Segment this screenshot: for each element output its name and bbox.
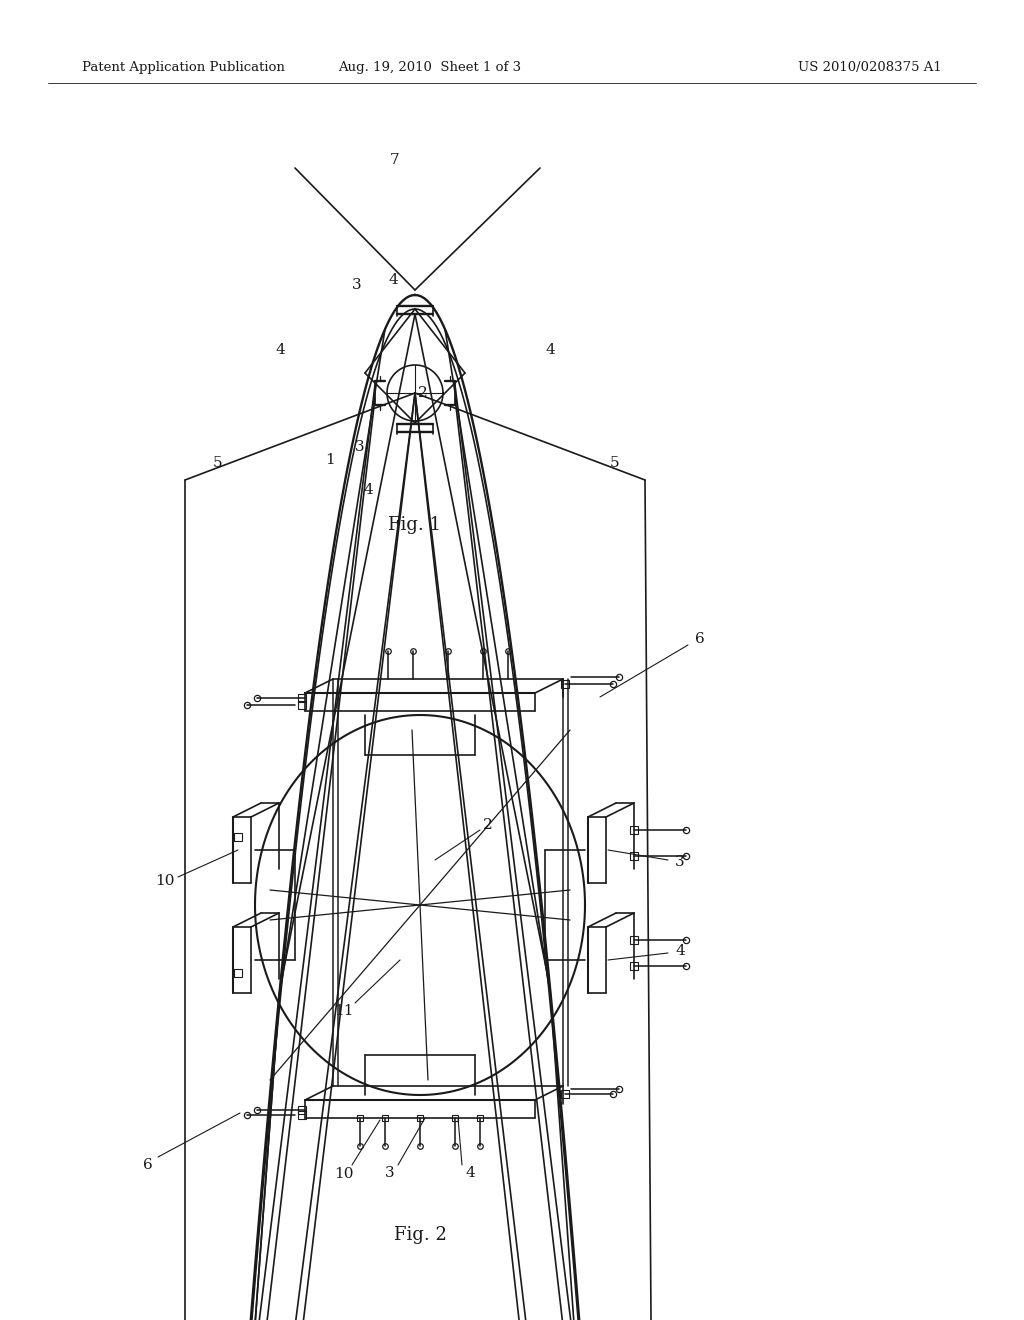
Text: 3: 3 [385, 1166, 395, 1180]
Bar [630, 962, 638, 970]
Text: 10: 10 [334, 1167, 353, 1181]
Text: 2: 2 [418, 385, 428, 400]
Bar [298, 701, 306, 709]
Text: 10: 10 [156, 874, 175, 888]
Bar [298, 1106, 306, 1114]
Bar [477, 1115, 483, 1121]
Bar [298, 694, 306, 702]
Bar [357, 1115, 362, 1121]
Bar [630, 936, 638, 944]
Text: 7: 7 [390, 153, 399, 168]
Bar [382, 1115, 388, 1121]
Text: 2: 2 [483, 818, 493, 832]
Text: 4: 4 [364, 483, 373, 498]
Text: 4: 4 [275, 343, 285, 356]
Text: 4: 4 [675, 944, 685, 958]
Text: 6: 6 [143, 1158, 153, 1172]
Text: 3: 3 [355, 440, 365, 454]
Text: 5: 5 [610, 455, 620, 470]
Bar [561, 1090, 569, 1098]
Bar [234, 969, 242, 977]
Text: 4: 4 [388, 273, 398, 286]
Bar [561, 680, 569, 688]
Text: 11: 11 [334, 1005, 353, 1018]
Bar [417, 1115, 423, 1121]
Text: 1: 1 [326, 453, 335, 467]
Text: 5: 5 [213, 455, 223, 470]
Text: Fig. 2: Fig. 2 [393, 1226, 446, 1243]
Text: 3: 3 [675, 855, 685, 869]
Text: US 2010/0208375 A1: US 2010/0208375 A1 [799, 62, 942, 74]
Text: Fig. 1: Fig. 1 [388, 516, 441, 535]
Text: 4: 4 [465, 1166, 475, 1180]
Text: 6: 6 [695, 632, 705, 645]
Bar [630, 826, 638, 834]
Text: Aug. 19, 2010  Sheet 1 of 3: Aug. 19, 2010 Sheet 1 of 3 [339, 62, 521, 74]
Text: 4: 4 [545, 343, 555, 356]
Bar [298, 1111, 306, 1119]
Bar [630, 851, 638, 861]
Bar [452, 1115, 458, 1121]
Text: Patent Application Publication: Patent Application Publication [82, 62, 285, 74]
Bar [234, 833, 242, 841]
Text: 3: 3 [352, 279, 361, 292]
